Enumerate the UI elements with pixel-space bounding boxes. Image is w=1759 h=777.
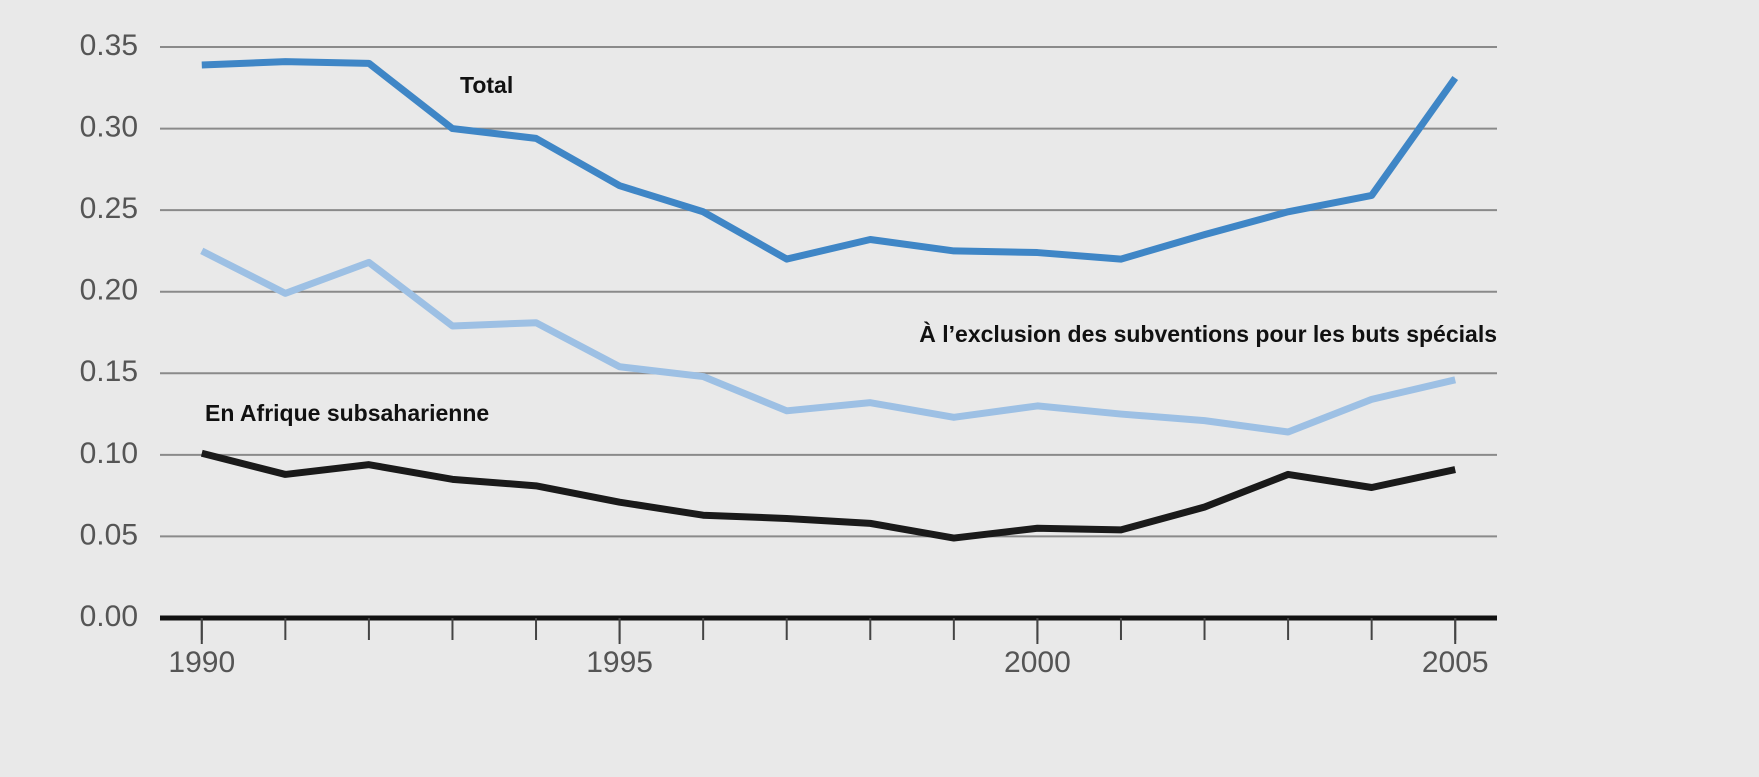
series-label: Total <box>460 72 513 98</box>
series-line <box>200 449 1456 542</box>
y-tick-label: 0.00 <box>80 600 138 633</box>
y-tick-label: 0.20 <box>80 274 138 307</box>
y-tick-label: 0.25 <box>80 192 138 225</box>
y-tick-label: 0.15 <box>80 355 138 388</box>
x-tick-label: 2000 <box>1004 646 1071 679</box>
series-line <box>201 58 1459 263</box>
series-label: En Afrique subsaharienne <box>205 400 489 426</box>
series-line <box>200 247 1457 436</box>
x-tick-label: 1995 <box>586 646 653 679</box>
y-tick-label: 0.35 <box>80 29 138 62</box>
x-tick-label: 2005 <box>1422 646 1489 679</box>
y-tick-label: 0.30 <box>80 110 138 143</box>
x-tick-label: 1990 <box>168 646 235 679</box>
series-label: À l’exclusion des subventions pour les b… <box>919 320 1497 347</box>
y-tick-label: 0.10 <box>80 437 138 470</box>
y-tick-label: 0.05 <box>80 518 138 551</box>
